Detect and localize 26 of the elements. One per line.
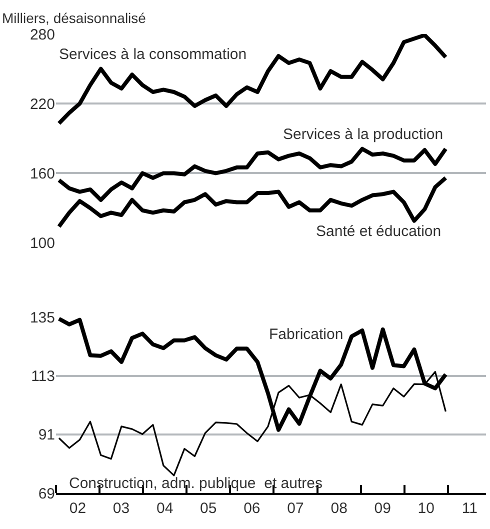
x-tick-label: 09 [374, 500, 391, 517]
annotation: Fabrication [269, 326, 344, 343]
x-tick-label: 05 [200, 500, 217, 517]
y-tick-label: 160 [30, 165, 55, 182]
x-tick-label: 03 [112, 500, 130, 517]
line-series [56, 146, 448, 202]
y-tick-label: 91 [38, 426, 55, 444]
line-series [56, 34, 448, 126]
y-tick-label: 69 [38, 485, 55, 502]
x-tick-label: 02 [69, 500, 86, 517]
x-tick-label: 04 [156, 500, 174, 517]
y-tick-label: 280 [30, 26, 55, 44]
annotation: Construction, adm. publique et autres [69, 475, 322, 492]
annotation: Santé et éducation [316, 223, 442, 240]
annotation: Services à la consommation [59, 46, 247, 63]
annotation: Services à la production [283, 126, 444, 143]
y-tick-label: 100 [30, 235, 55, 252]
y-tick-label: 220 [30, 96, 55, 113]
y-tick-label: 135 [30, 309, 55, 326]
y-axis-title: Milliers, désaisonnalisé [2, 10, 146, 26]
x-tick-label: 10 [418, 500, 434, 517]
x-tick-label: 06 [244, 500, 260, 517]
x-tick-label: 11 [462, 500, 478, 517]
x-tick-label: 07 [287, 500, 304, 517]
y-tick-label: 113 [31, 368, 55, 386]
x-tick-label: 08 [330, 500, 348, 517]
